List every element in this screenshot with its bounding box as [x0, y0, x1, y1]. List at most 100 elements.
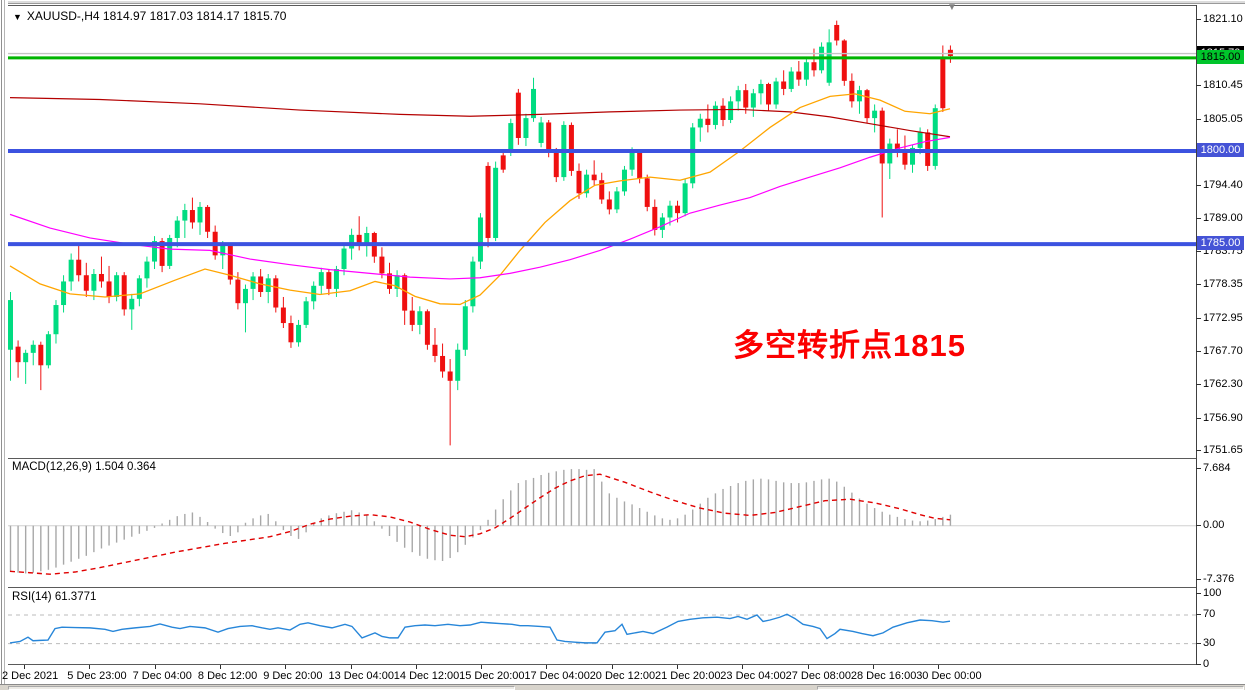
price-axis-label: 1756.90 — [1203, 411, 1243, 424]
axis-tick-mark — [1196, 85, 1201, 87]
bottom-inset-right — [817, 686, 1244, 690]
chart-shift-triangle-icon[interactable]: ▼ — [947, 2, 957, 13]
symbol-ohlc-text: XAUUSD-,H4 1814.97 1817.03 1814.17 1815.… — [26, 9, 287, 23]
candle — [23, 352, 29, 363]
window-left-border — [0, 0, 8, 684]
time-axis-label: 21 Dec 20:00 — [655, 670, 721, 682]
candle — [629, 151, 635, 170]
candle — [144, 261, 150, 279]
candle — [8, 300, 13, 350]
time-axis-label: 13 Dec 04:00 — [328, 670, 394, 682]
candle — [182, 210, 188, 221]
candle — [697, 118, 703, 128]
time-axis-tick — [219, 665, 221, 669]
axis-tick-mark — [1196, 592, 1201, 594]
candle — [45, 334, 51, 366]
ma-fast-orange-line[interactable] — [9, 93, 951, 306]
time-axis-label: 8 Dec 12:00 — [197, 670, 258, 682]
candle — [296, 324, 302, 343]
time-axis-label: 5 Dec 23:00 — [67, 670, 127, 682]
candle — [38, 344, 44, 366]
rsi-axis-label: 70 — [1203, 608, 1216, 620]
candle — [803, 62, 809, 80]
candle — [227, 245, 233, 280]
price-axis-label: 1789.00 — [1203, 212, 1243, 225]
ma-mid-magenta-line[interactable] — [9, 136, 951, 280]
macd-pane[interactable] — [8, 458, 1196, 587]
candle — [129, 298, 135, 310]
axis-tick-mark — [1196, 524, 1201, 526]
time-axis-label: 20 Dec 12:00 — [589, 670, 656, 682]
candle — [894, 143, 900, 150]
candle — [288, 323, 294, 343]
candle — [856, 90, 862, 102]
candle — [447, 371, 453, 381]
time-axis-label: 17 Dec 04:00 — [524, 670, 590, 682]
candle — [841, 40, 847, 81]
candle — [53, 305, 59, 335]
time-axis-tick — [677, 665, 678, 669]
axis-tick-mark — [1196, 250, 1201, 252]
axis-tick-mark — [1196, 578, 1201, 580]
bottom-inset-left — [8, 686, 515, 690]
rsi-pane[interactable] — [8, 587, 1196, 665]
candle — [68, 259, 74, 282]
candle — [114, 275, 120, 297]
candle — [652, 206, 658, 230]
time-axis-label: 30 Dec 00:00 — [916, 670, 982, 682]
candle — [766, 83, 771, 105]
candle — [333, 269, 339, 289]
candle — [424, 311, 430, 345]
rsi-indicator-label: RSI(14) 61.3771 — [12, 591, 97, 603]
candle — [432, 344, 438, 356]
candle — [743, 90, 749, 108]
price-axis-label: 1778.35 — [1203, 278, 1243, 291]
main-chart-pane[interactable] — [8, 5, 1196, 458]
candle — [341, 248, 347, 270]
axis-tick-mark — [1196, 614, 1201, 615]
axis-tick-mark — [1196, 218, 1201, 220]
candle — [98, 273, 104, 282]
candle — [394, 275, 400, 289]
candle — [136, 278, 142, 299]
macd-axis-label: 7.684 — [1203, 462, 1231, 475]
candle — [599, 180, 605, 200]
candle — [409, 310, 415, 325]
candle — [591, 174, 597, 181]
candle — [735, 90, 741, 102]
candle — [189, 210, 195, 223]
candle — [879, 110, 885, 164]
candle — [614, 191, 620, 210]
candle — [864, 90, 870, 119]
level-badge-1815.00[interactable]: 1815.00 — [1197, 49, 1244, 64]
level-badge-1785.00[interactable]: 1785.00 — [1197, 236, 1244, 251]
candle — [15, 346, 21, 363]
candle — [205, 206, 211, 232]
rsi-axis-label: 100 — [1203, 586, 1222, 599]
candle — [485, 165, 491, 238]
candle — [682, 183, 688, 214]
candle — [940, 58, 946, 109]
time-axis-label: 7 Dec 04:00 — [132, 670, 192, 682]
time-axis-label: 14 Dec 12:00 — [393, 670, 460, 682]
candle — [417, 311, 423, 325]
axis-tick-mark — [1196, 468, 1201, 470]
ma-slow-darkred-line[interactable] — [9, 97, 951, 138]
candle — [197, 206, 203, 223]
candle — [705, 118, 711, 125]
candle — [440, 355, 446, 372]
candle — [553, 152, 559, 178]
window-bottom-border — [0, 684, 1245, 690]
annotation-text[interactable]: 多空转折点1815 — [733, 328, 966, 363]
axis-tick-mark — [1196, 384, 1201, 386]
price-axis-label: 1762.30 — [1203, 378, 1243, 391]
price-axis-label: 1767.70 — [1203, 344, 1243, 357]
candle — [356, 234, 362, 245]
candle — [584, 174, 590, 194]
level-badge-1800.00[interactable]: 1800.00 — [1197, 143, 1244, 158]
time-axis-tick — [872, 665, 874, 669]
time-axis-tick — [611, 665, 613, 669]
time-axis-tick — [938, 665, 940, 669]
chart-collapse-icon[interactable]: ▼ — [13, 12, 22, 22]
